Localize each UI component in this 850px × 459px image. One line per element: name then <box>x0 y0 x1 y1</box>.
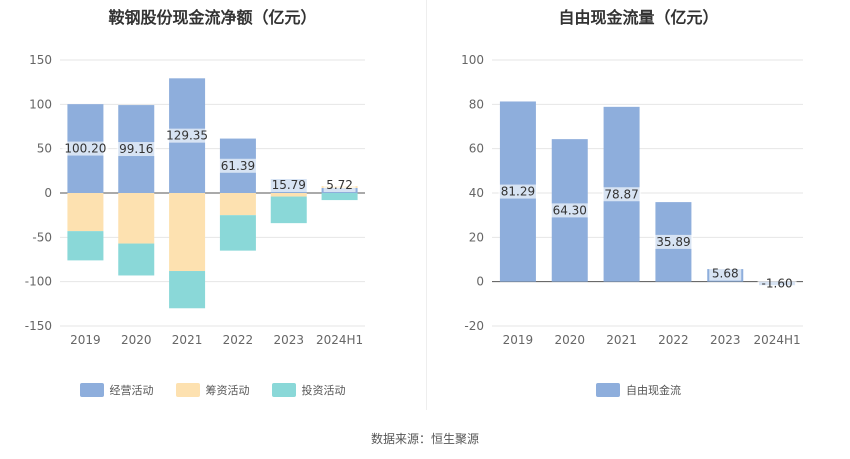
data-label: 81.29 <box>501 185 535 199</box>
data-label-bg <box>323 178 356 192</box>
data-label-bg <box>757 276 797 291</box>
data-label: 5.68 <box>712 267 739 281</box>
x-tick-label: 2020 <box>554 333 585 347</box>
x-tick-label: 2023 <box>710 333 741 347</box>
data-label-bg <box>218 158 258 173</box>
free-cashflow-chart: 100 80 60 40 20 0 -20 2019 2020 2021 2022 2023 2024H… <box>461 53 803 347</box>
y-tick-label: 0 <box>44 186 52 200</box>
bar <box>67 231 104 261</box>
bar <box>118 243 155 276</box>
y-tick-label: 80 <box>469 97 484 111</box>
x-tick-label: 2021 <box>172 333 203 347</box>
data-source: 数据来源：恒生聚源 <box>370 432 479 446</box>
data-label: -1.60 <box>762 277 793 291</box>
chart-legend: 自由现金流 <box>427 382 850 398</box>
x-tick-label: 2022 <box>658 333 689 347</box>
data-label: 99.16 <box>119 142 153 156</box>
y-tick-label: 60 <box>469 142 484 156</box>
x-tick-label: 2020 <box>121 333 152 347</box>
chart-title: 鞍钢股份现金流净额（亿元） <box>108 8 317 27</box>
x-tick-label: 2021 <box>606 333 637 347</box>
data-label-bg <box>164 128 211 143</box>
data-label-bg <box>116 142 156 157</box>
y-tick-label: -100 <box>25 275 52 289</box>
y-tick-label: 150 <box>29 53 52 67</box>
y-tick-label: -20 <box>464 319 484 333</box>
y-tick-label: -150 <box>25 319 52 333</box>
data-label: 61.39 <box>221 159 255 173</box>
data-label: 15.79 <box>272 178 306 192</box>
legend-item[interactable]: 经营活动 <box>79 382 154 398</box>
panel-divider <box>426 0 427 410</box>
legend-swatch <box>596 383 620 397</box>
free-cashflow-chart-panel: 自由现金流量（亿元） 100 80 60 40 20 0 -20 2019 2020 2021 20… <box>427 0 850 410</box>
y-tick-label: 100 <box>461 53 484 67</box>
x-tick-label: 2019 <box>70 333 101 347</box>
y-tick-label: 40 <box>469 186 484 200</box>
x-tick-label: 2019 <box>503 333 534 347</box>
data-label-bg <box>269 178 309 192</box>
legend-label: 自由现金流 <box>626 384 681 397</box>
data-label-bg <box>602 187 642 202</box>
legend-swatch <box>271 383 296 397</box>
y-tick-label: 100 <box>29 97 52 111</box>
y-tick-label: -50 <box>32 230 52 244</box>
x-tick-label: 2022 <box>223 333 254 347</box>
legend-item[interactable]: 投资活动 <box>271 382 346 398</box>
legend-swatch <box>79 383 104 397</box>
data-label: 78.87 <box>604 187 638 201</box>
chart-title: 自由现金流量（亿元） <box>558 8 719 27</box>
chart-legend: 经营活动 筹资活动 投资活动 <box>0 382 425 398</box>
data-label: 100.20 <box>64 142 106 156</box>
data-label-bg <box>653 234 693 249</box>
data-label-bg <box>498 184 538 199</box>
bar <box>219 215 256 251</box>
data-label: 5.72 <box>326 178 353 192</box>
x-tick-label: 2024H1 <box>753 333 800 347</box>
legend-item[interactable]: 自由现金流 <box>596 382 681 398</box>
data-label: 35.89 <box>656 235 690 249</box>
bar <box>169 271 206 309</box>
bar <box>169 193 206 272</box>
y-tick-label: 0 <box>476 275 484 289</box>
x-tick-label: 2023 <box>273 333 304 347</box>
legend-label: 筹资活动 <box>205 384 250 397</box>
bar <box>118 193 155 244</box>
legend-label: 投资活动 <box>301 384 346 397</box>
legend-swatch <box>175 383 200 397</box>
bar <box>270 193 307 197</box>
x-tick-label: 2024H1 <box>316 333 363 347</box>
data-label-bg <box>550 203 590 218</box>
cashflow-net-chart-panel: 鞍钢股份现金流净额（亿元） 150 100 50 0 -50 -100 -150 2019 20… <box>0 0 425 410</box>
data-label: 129.35 <box>166 129 208 143</box>
data-label-bg <box>709 266 742 281</box>
legend-label: 经营活动 <box>109 384 154 397</box>
bar <box>67 193 104 232</box>
bar <box>219 193 256 216</box>
y-tick-label: 20 <box>469 230 484 244</box>
bar <box>321 193 358 201</box>
data-label-bg <box>62 141 109 156</box>
data-label: 64.30 <box>553 203 587 217</box>
bar <box>270 196 307 224</box>
y-tick-label: 50 <box>37 142 52 156</box>
cashflow-net-chart: 150 100 50 0 -50 -100 -150 2019 2020 2021 2022 2023… <box>25 53 365 347</box>
legend-item[interactable]: 筹资活动 <box>175 382 250 398</box>
